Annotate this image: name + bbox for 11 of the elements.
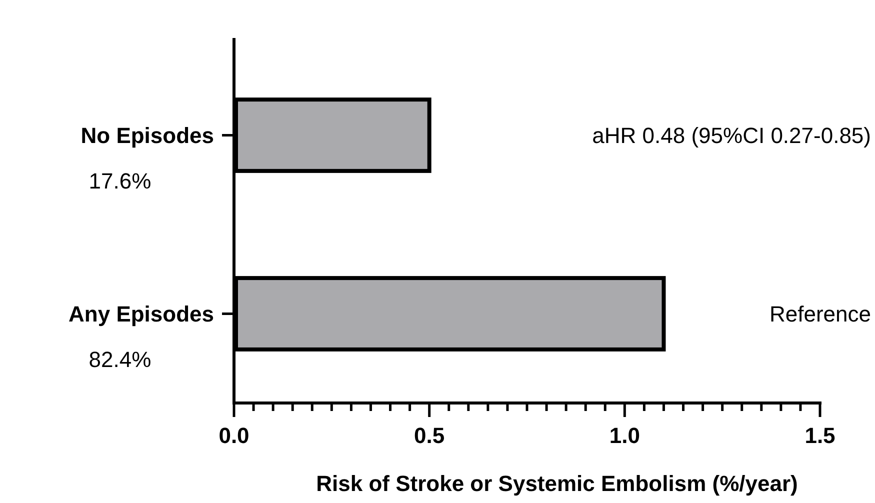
annotation: Reference — [769, 301, 871, 326]
text: 17.6% — [88, 168, 152, 194]
annotation: aHR 0.48 (95%CI 0.27-0.85) — [592, 122, 871, 148]
y-tick-label: No Episodes — [80, 122, 214, 148]
x-tick-label: 0.5 — [414, 423, 445, 448]
y-tick-label: Any Episodes — [68, 301, 214, 326]
x-tick-label: 0.0 — [218, 423, 250, 448]
x-tick-label: 1.0 — [609, 423, 640, 448]
x-tick-label: 1.5 — [804, 423, 836, 448]
x-axis-title: Risk of Stroke or Systemic Embolism (%/year) — [316, 471, 798, 496]
text: 82.4% — [88, 346, 152, 372]
